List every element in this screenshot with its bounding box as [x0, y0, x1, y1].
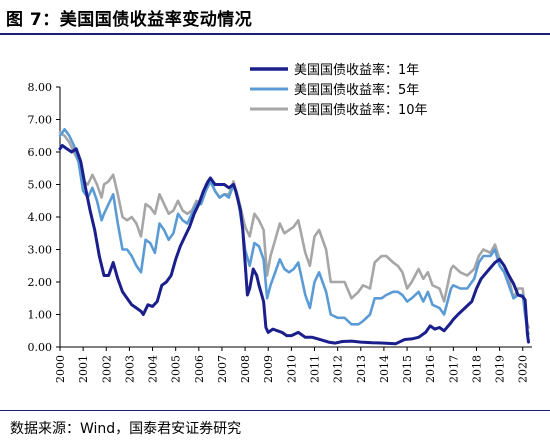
x-tick-label: 2015: [401, 355, 414, 383]
x-tick-label: 2014: [378, 355, 391, 383]
y-tick-label: 4.00: [28, 211, 53, 224]
source-divider: [0, 410, 550, 411]
x-tick-label: 2011: [309, 355, 322, 383]
x-tick-label: 2002: [100, 355, 113, 383]
chart-axes: 0.00 1.00 2.00 3.00 4.00 5.00 6.00 7.00 8.00 2000…: [28, 81, 532, 383]
y-tick-label: 5.00: [28, 179, 53, 192]
y-tick-label: 7.00: [28, 114, 53, 127]
y-tick-label: 0.00: [28, 341, 53, 354]
x-tick-label: 2003: [123, 355, 136, 383]
x-tick-label: 2013: [355, 355, 368, 383]
figure-header: 图 7：美国国债收益率变动情况: [0, 0, 550, 35]
series-line-5y: [58, 128, 530, 336]
legend-label: 美国国债收益率：5年: [294, 82, 419, 98]
figure-title: 图 7：美国国债收益率变动情况: [6, 10, 253, 30]
x-tick-label: 2019: [494, 355, 507, 383]
x-tick-label: 2008: [239, 355, 252, 383]
x-tick-label: 2012: [332, 355, 345, 383]
chart-series: [58, 128, 530, 346]
y-tick-label: 1.00: [28, 309, 53, 322]
y-tick-label: 6.00: [28, 146, 53, 159]
x-tick-label: 2001: [77, 355, 90, 383]
title-divider: [0, 33, 550, 35]
x-tick-label: 2006: [193, 355, 206, 383]
x-tick-label: 2000: [54, 355, 67, 383]
x-tick-label: 2007: [216, 355, 229, 383]
legend-label: 美国国债收益率：10年: [294, 102, 428, 118]
x-tick-label: 2009: [262, 355, 275, 383]
x-tick-label: 2005: [170, 355, 183, 383]
x-tick-label: 2017: [447, 355, 460, 383]
x-tick-label: 2010: [285, 355, 298, 383]
legend-label: 美国国债收益率：1年: [294, 62, 419, 78]
yield-line-chart: 0.00 1.00 2.00 3.00 4.00 5.00 6.00 7.00 8.00 2000…: [28, 62, 532, 383]
x-tick-label: 2018: [470, 355, 483, 383]
x-tick-label: 2016: [424, 355, 437, 383]
figure-source: 数据来源：Wind，国泰君安证券研究: [10, 421, 242, 437]
y-tick-label: 3.00: [28, 244, 53, 257]
x-tick-label: 2004: [147, 355, 160, 383]
x-tick-label: 2020: [517, 355, 530, 383]
series-line-10y: [58, 131, 530, 329]
y-tick-label: 8.00: [28, 81, 53, 94]
y-tick-label: 2.00: [28, 276, 53, 289]
series-line-1y: [58, 144, 530, 346]
